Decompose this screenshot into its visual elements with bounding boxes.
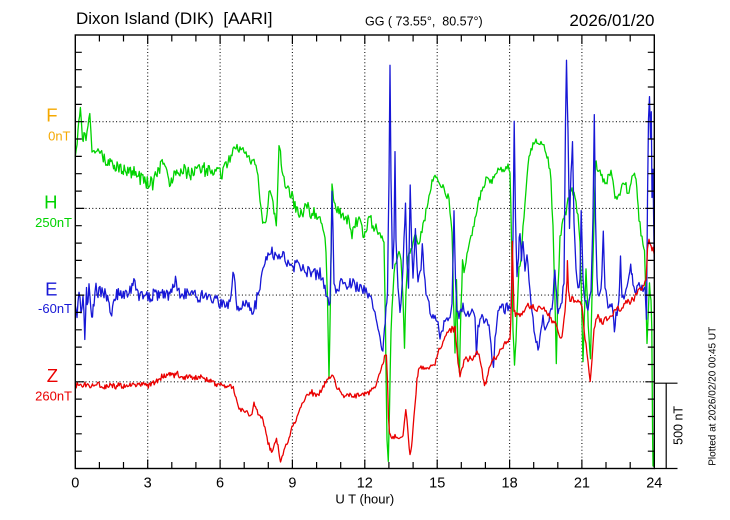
svg-text:9: 9 (288, 476, 296, 492)
svg-text:500 nT: 500 nT (672, 406, 686, 445)
svg-text:2026/01/20: 2026/01/20 (569, 11, 654, 30)
svg-text:E: E (45, 278, 57, 299)
svg-text:-60nT: -60nT (38, 301, 72, 316)
svg-text:Z: Z (47, 365, 58, 386)
svg-text:6: 6 (216, 476, 224, 492)
svg-text:Plotted at 2026/02/20 00:45 UT: Plotted at 2026/02/20 00:45 UT (708, 327, 719, 466)
svg-text:260nT: 260nT (35, 388, 72, 403)
svg-text:F: F (46, 105, 57, 126)
svg-text:24: 24 (646, 476, 662, 492)
svg-text:H: H (44, 191, 57, 212)
svg-text:0: 0 (71, 476, 79, 492)
svg-text:18: 18 (502, 476, 518, 492)
svg-text:3: 3 (144, 476, 152, 492)
svg-text:GG ( 73.55°, 80.57°): GG ( 73.55°, 80.57°) (365, 15, 483, 29)
svg-text:Dixon Island (DIK) [AARI]: Dixon Island (DIK) [AARI] (76, 9, 273, 28)
svg-text:250nT: 250nT (35, 215, 72, 230)
svg-text:U T (hour): U T (hour) (335, 491, 394, 506)
svg-text:0nT: 0nT (48, 129, 70, 144)
svg-text:15: 15 (429, 476, 445, 492)
svg-text:12: 12 (357, 476, 373, 492)
svg-text:21: 21 (574, 476, 590, 492)
